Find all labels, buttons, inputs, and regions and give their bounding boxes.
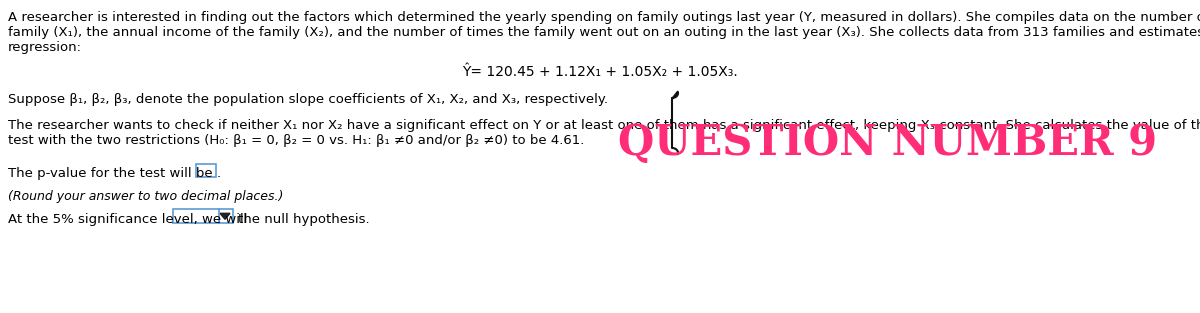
Text: regression:: regression: (8, 41, 82, 54)
Text: The researcher wants to check if neither X₁ nor X₂ have a significant effect on : The researcher wants to check if neither… (8, 119, 1200, 132)
Text: Ŷ= 120.45 + 1.12X₁ + 1.05X₂ + 1.05X₃.: Ŷ= 120.45 + 1.12X₁ + 1.05X₂ + 1.05X₃. (462, 65, 738, 79)
Text: .: . (217, 167, 221, 180)
Text: At the 5% significance level, we will: At the 5% significance level, we will (8, 213, 247, 226)
Text: The p-value for the test will be: The p-value for the test will be (8, 167, 212, 180)
Text: test with the two restrictions (H₀: β₁ = 0, β₂ = 0 vs. H₁: β₁ ≠0 and/or β₂ ≠0) t: test with the two restrictions (H₀: β₁ =… (8, 134, 584, 147)
Text: the null hypothesis.: the null hypothesis. (238, 213, 370, 226)
Text: A researcher is interested in finding out the factors which determined the yearl: A researcher is interested in finding ou… (8, 11, 1200, 24)
Text: (Round your answer to two decimal places.): (Round your answer to two decimal places… (8, 190, 283, 203)
FancyBboxPatch shape (173, 209, 233, 223)
Text: QUESTION NUMBER 9: QUESTION NUMBER 9 (618, 122, 1157, 164)
FancyBboxPatch shape (196, 164, 216, 177)
Polygon shape (220, 213, 230, 219)
Text: family (X₁), the annual income of the family (X₂), and the number of times the f: family (X₁), the annual income of the fa… (8, 26, 1200, 39)
Text: Suppose β₁, β₂, β₃, denote the population slope coefficients of X₁, X₂, and X₃, : Suppose β₁, β₂, β₃, denote the populatio… (8, 93, 608, 106)
